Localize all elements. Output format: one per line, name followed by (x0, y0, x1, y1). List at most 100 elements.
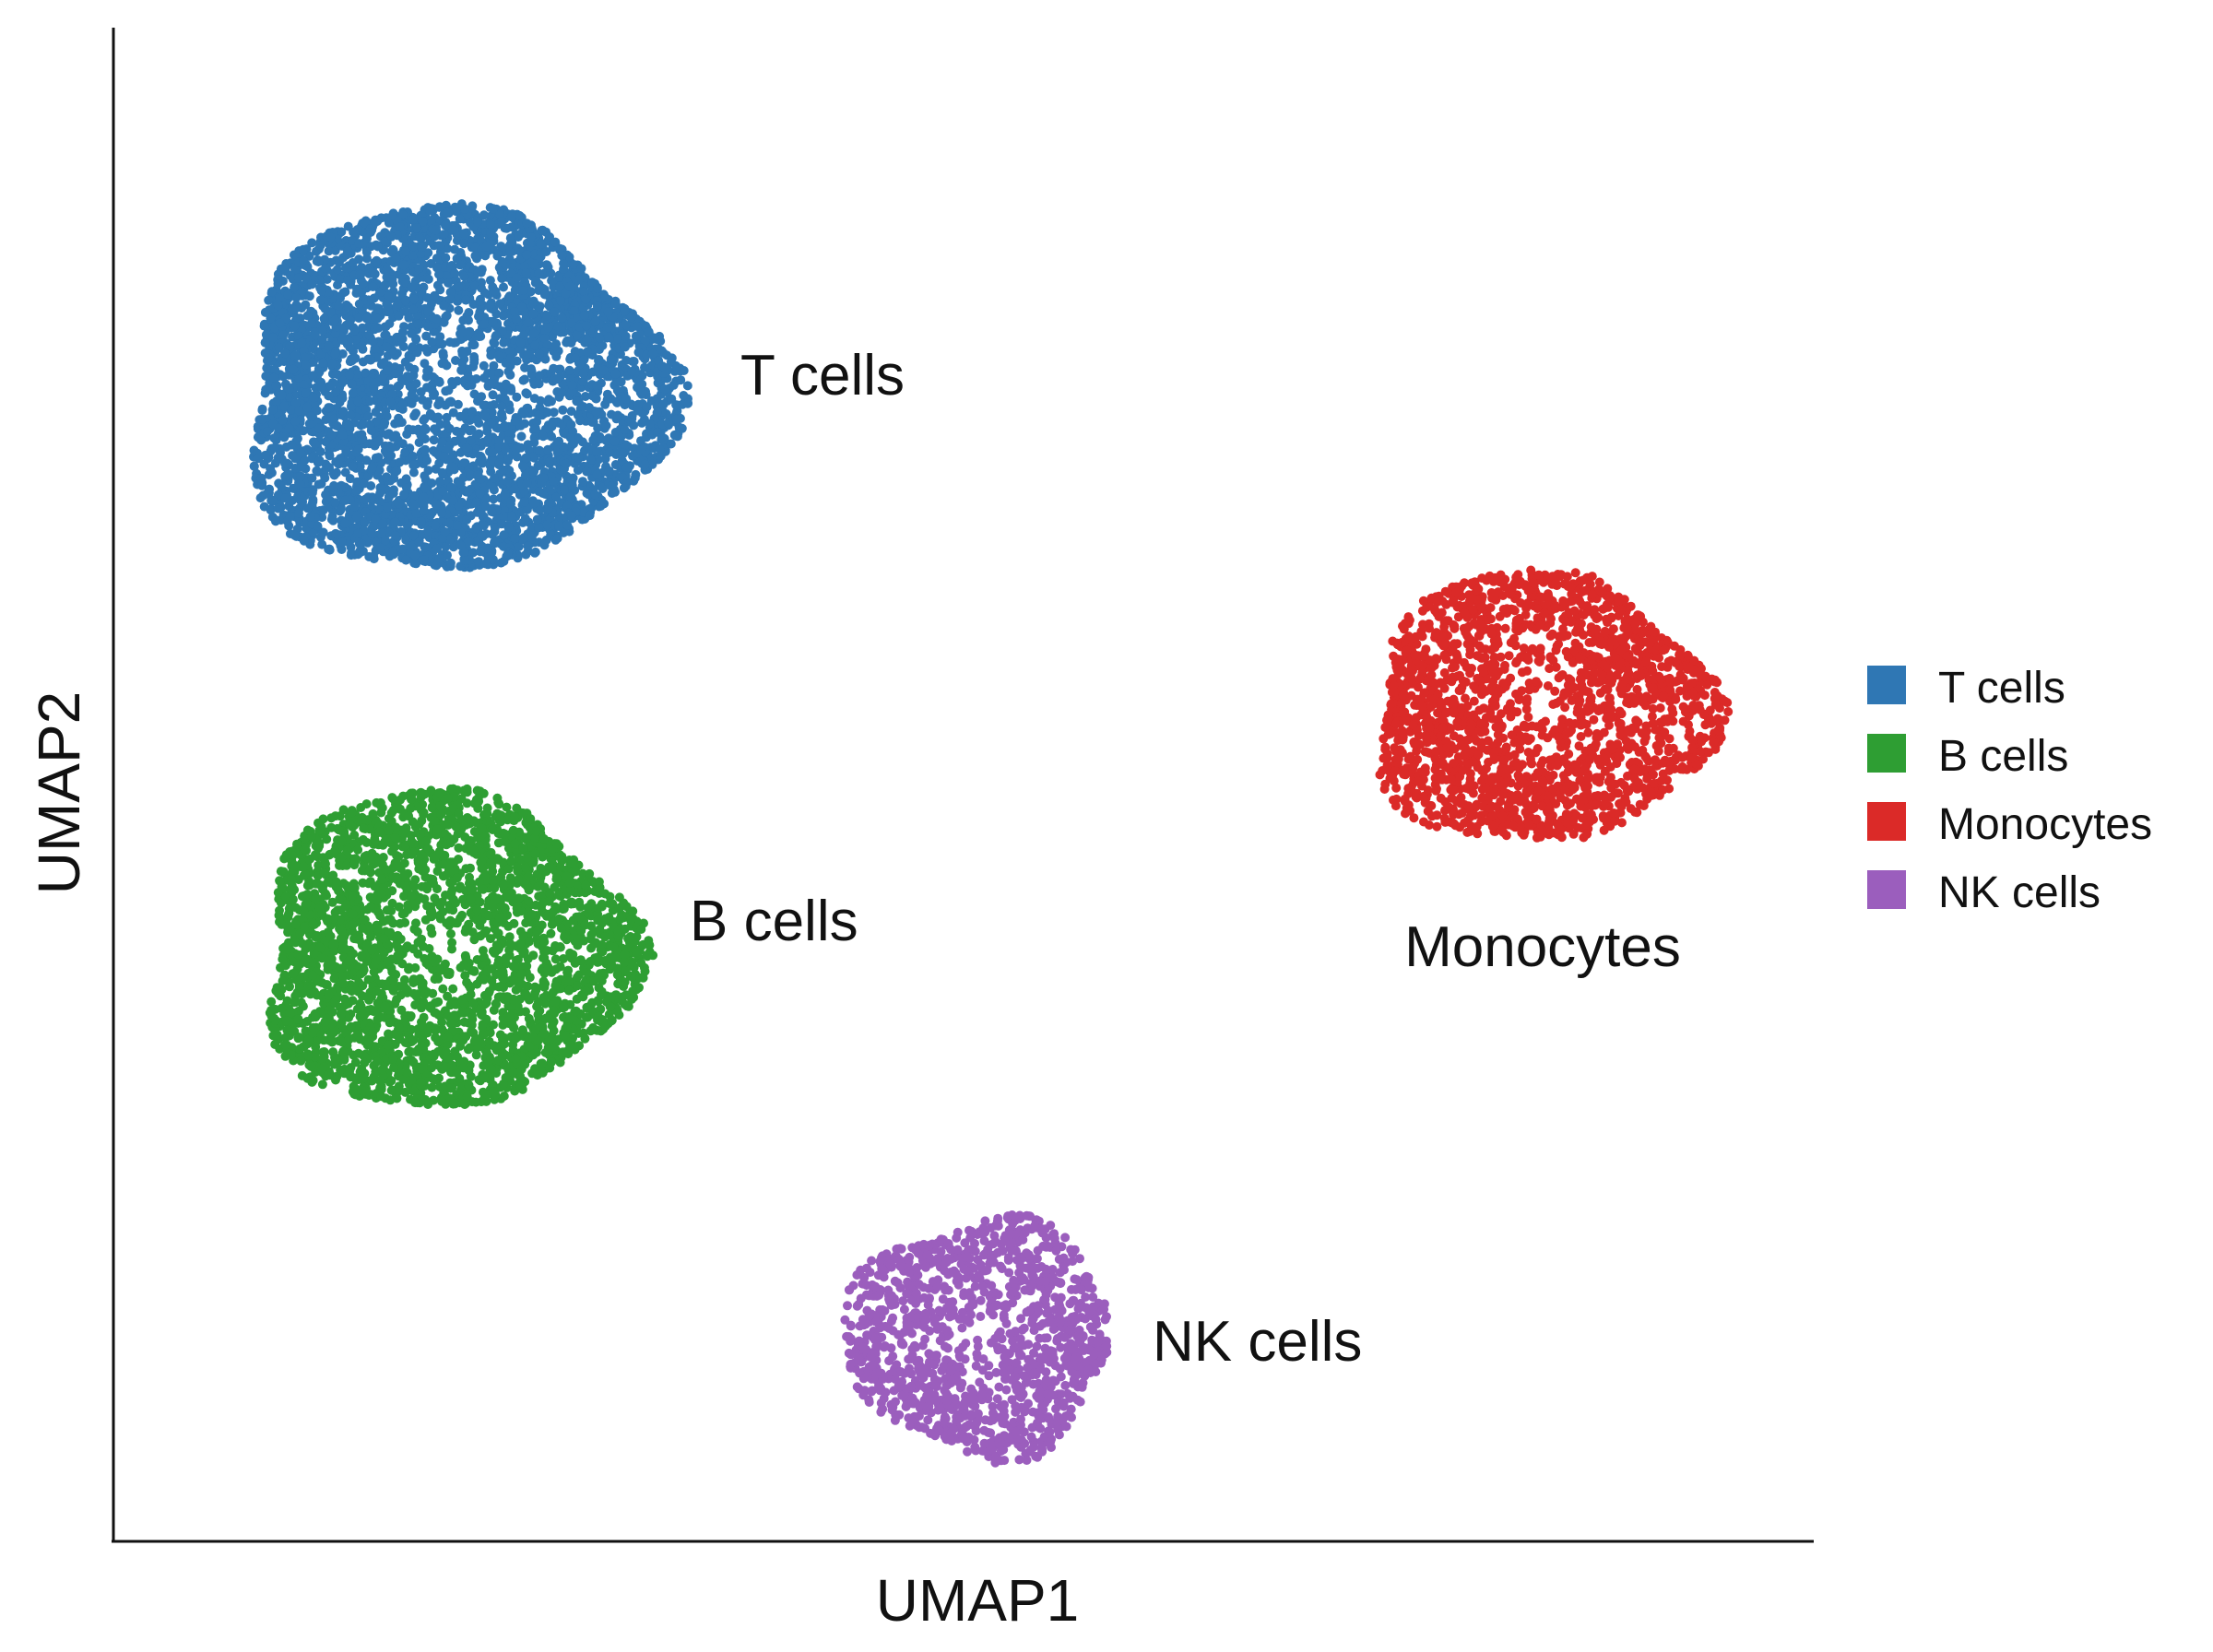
point-t-cells (476, 331, 486, 341)
point-t-cells (521, 268, 531, 278)
point-t-cells (534, 487, 544, 496)
point-t-cells (528, 466, 538, 477)
point-t-cells (404, 313, 414, 323)
point-t-cells (534, 268, 544, 278)
point-t-cells (437, 437, 447, 447)
point-t-cells (683, 398, 693, 408)
point-t-cells (446, 462, 456, 472)
point-t-cells (606, 354, 616, 364)
point-t-cells (414, 264, 424, 274)
point-t-cells (336, 274, 346, 284)
point-t-cells (477, 530, 487, 540)
point-t-cells (279, 263, 290, 273)
point-t-cells (566, 511, 576, 521)
point-t-cells (307, 499, 317, 509)
point-t-cells (557, 251, 567, 261)
point-t-cells (298, 426, 308, 436)
point-t-cells (387, 211, 397, 220)
point-t-cells (306, 411, 316, 421)
point-t-cells (535, 371, 545, 381)
point-t-cells (359, 478, 369, 489)
point-t-cells (290, 282, 300, 292)
point-t-cells (310, 439, 320, 449)
point-t-cells (497, 519, 506, 529)
point-t-cells (290, 350, 301, 360)
point-t-cells (407, 328, 417, 338)
point-t-cells (574, 453, 584, 463)
point-t-cells (434, 458, 444, 468)
point-t-cells (332, 420, 341, 431)
point-t-cells (331, 529, 341, 539)
point-t-cells (562, 458, 572, 468)
point-t-cells (578, 369, 588, 379)
point-t-cells (489, 485, 499, 495)
point-t-cells (350, 353, 361, 363)
point-t-cells (527, 531, 537, 541)
point-t-cells (361, 494, 371, 504)
point-t-cells (480, 502, 491, 512)
point-t-cells (400, 246, 410, 256)
point-t-cells (532, 514, 542, 525)
point-t-cells (372, 255, 382, 266)
point-t-cells (534, 348, 544, 359)
point-t-cells (437, 467, 447, 478)
point-t-cells (408, 294, 419, 304)
point-t-cells (564, 365, 574, 375)
point-t-cells (609, 436, 620, 446)
point-t-cells (610, 369, 621, 379)
point-t-cells (277, 390, 287, 400)
point-t-cells (471, 523, 481, 533)
point-t-cells (294, 406, 304, 416)
point-t-cells (493, 350, 503, 360)
point-t-cells (486, 219, 495, 230)
point-t-cells (581, 294, 591, 304)
point-t-cells (264, 353, 274, 363)
point-t-cells (538, 431, 548, 441)
point-t-cells (530, 547, 540, 557)
point-t-cells (290, 416, 301, 426)
point-t-cells (358, 278, 368, 289)
point-t-cells (494, 458, 504, 467)
point-t-cells (472, 415, 482, 425)
point-t-cells (534, 279, 544, 289)
point-t-cells (301, 388, 311, 398)
point-t-cells (642, 402, 652, 412)
point-t-cells (475, 297, 485, 306)
point-t-cells (327, 369, 337, 379)
point-t-cells (522, 389, 532, 399)
point-t-cells (499, 282, 508, 292)
point-t-cells (506, 212, 516, 222)
point-t-cells (640, 362, 649, 372)
point-t-cells (452, 520, 462, 530)
point-t-cells (470, 251, 480, 261)
point-t-cells (280, 471, 290, 481)
point-t-cells (626, 313, 636, 323)
point-t-cells (420, 424, 431, 434)
point-t-cells (606, 481, 616, 491)
point-t-cells (677, 423, 687, 433)
point-b-cells (330, 811, 340, 821)
point-t-cells (315, 447, 325, 457)
point-t-cells (604, 466, 614, 476)
point-t-cells (605, 447, 615, 457)
point-t-cells (313, 521, 323, 531)
point-t-cells (506, 499, 515, 509)
point-t-cells (444, 518, 454, 528)
point-t-cells (655, 444, 665, 454)
point-t-cells (550, 307, 560, 317)
point-t-cells (276, 481, 286, 491)
point-t-cells (344, 420, 353, 431)
point-t-cells (637, 418, 647, 428)
point-t-cells (417, 242, 427, 253)
point-t-cells (401, 555, 411, 565)
point-t-cells (442, 360, 452, 371)
point-t-cells (317, 383, 327, 393)
point-t-cells (329, 480, 339, 490)
point-t-cells (259, 321, 269, 331)
point-t-cells (488, 390, 498, 400)
point-t-cells (521, 454, 531, 464)
point-t-cells (260, 307, 270, 317)
point-t-cells (423, 248, 433, 258)
point-t-cells (419, 492, 429, 502)
point-t-cells (497, 401, 507, 411)
